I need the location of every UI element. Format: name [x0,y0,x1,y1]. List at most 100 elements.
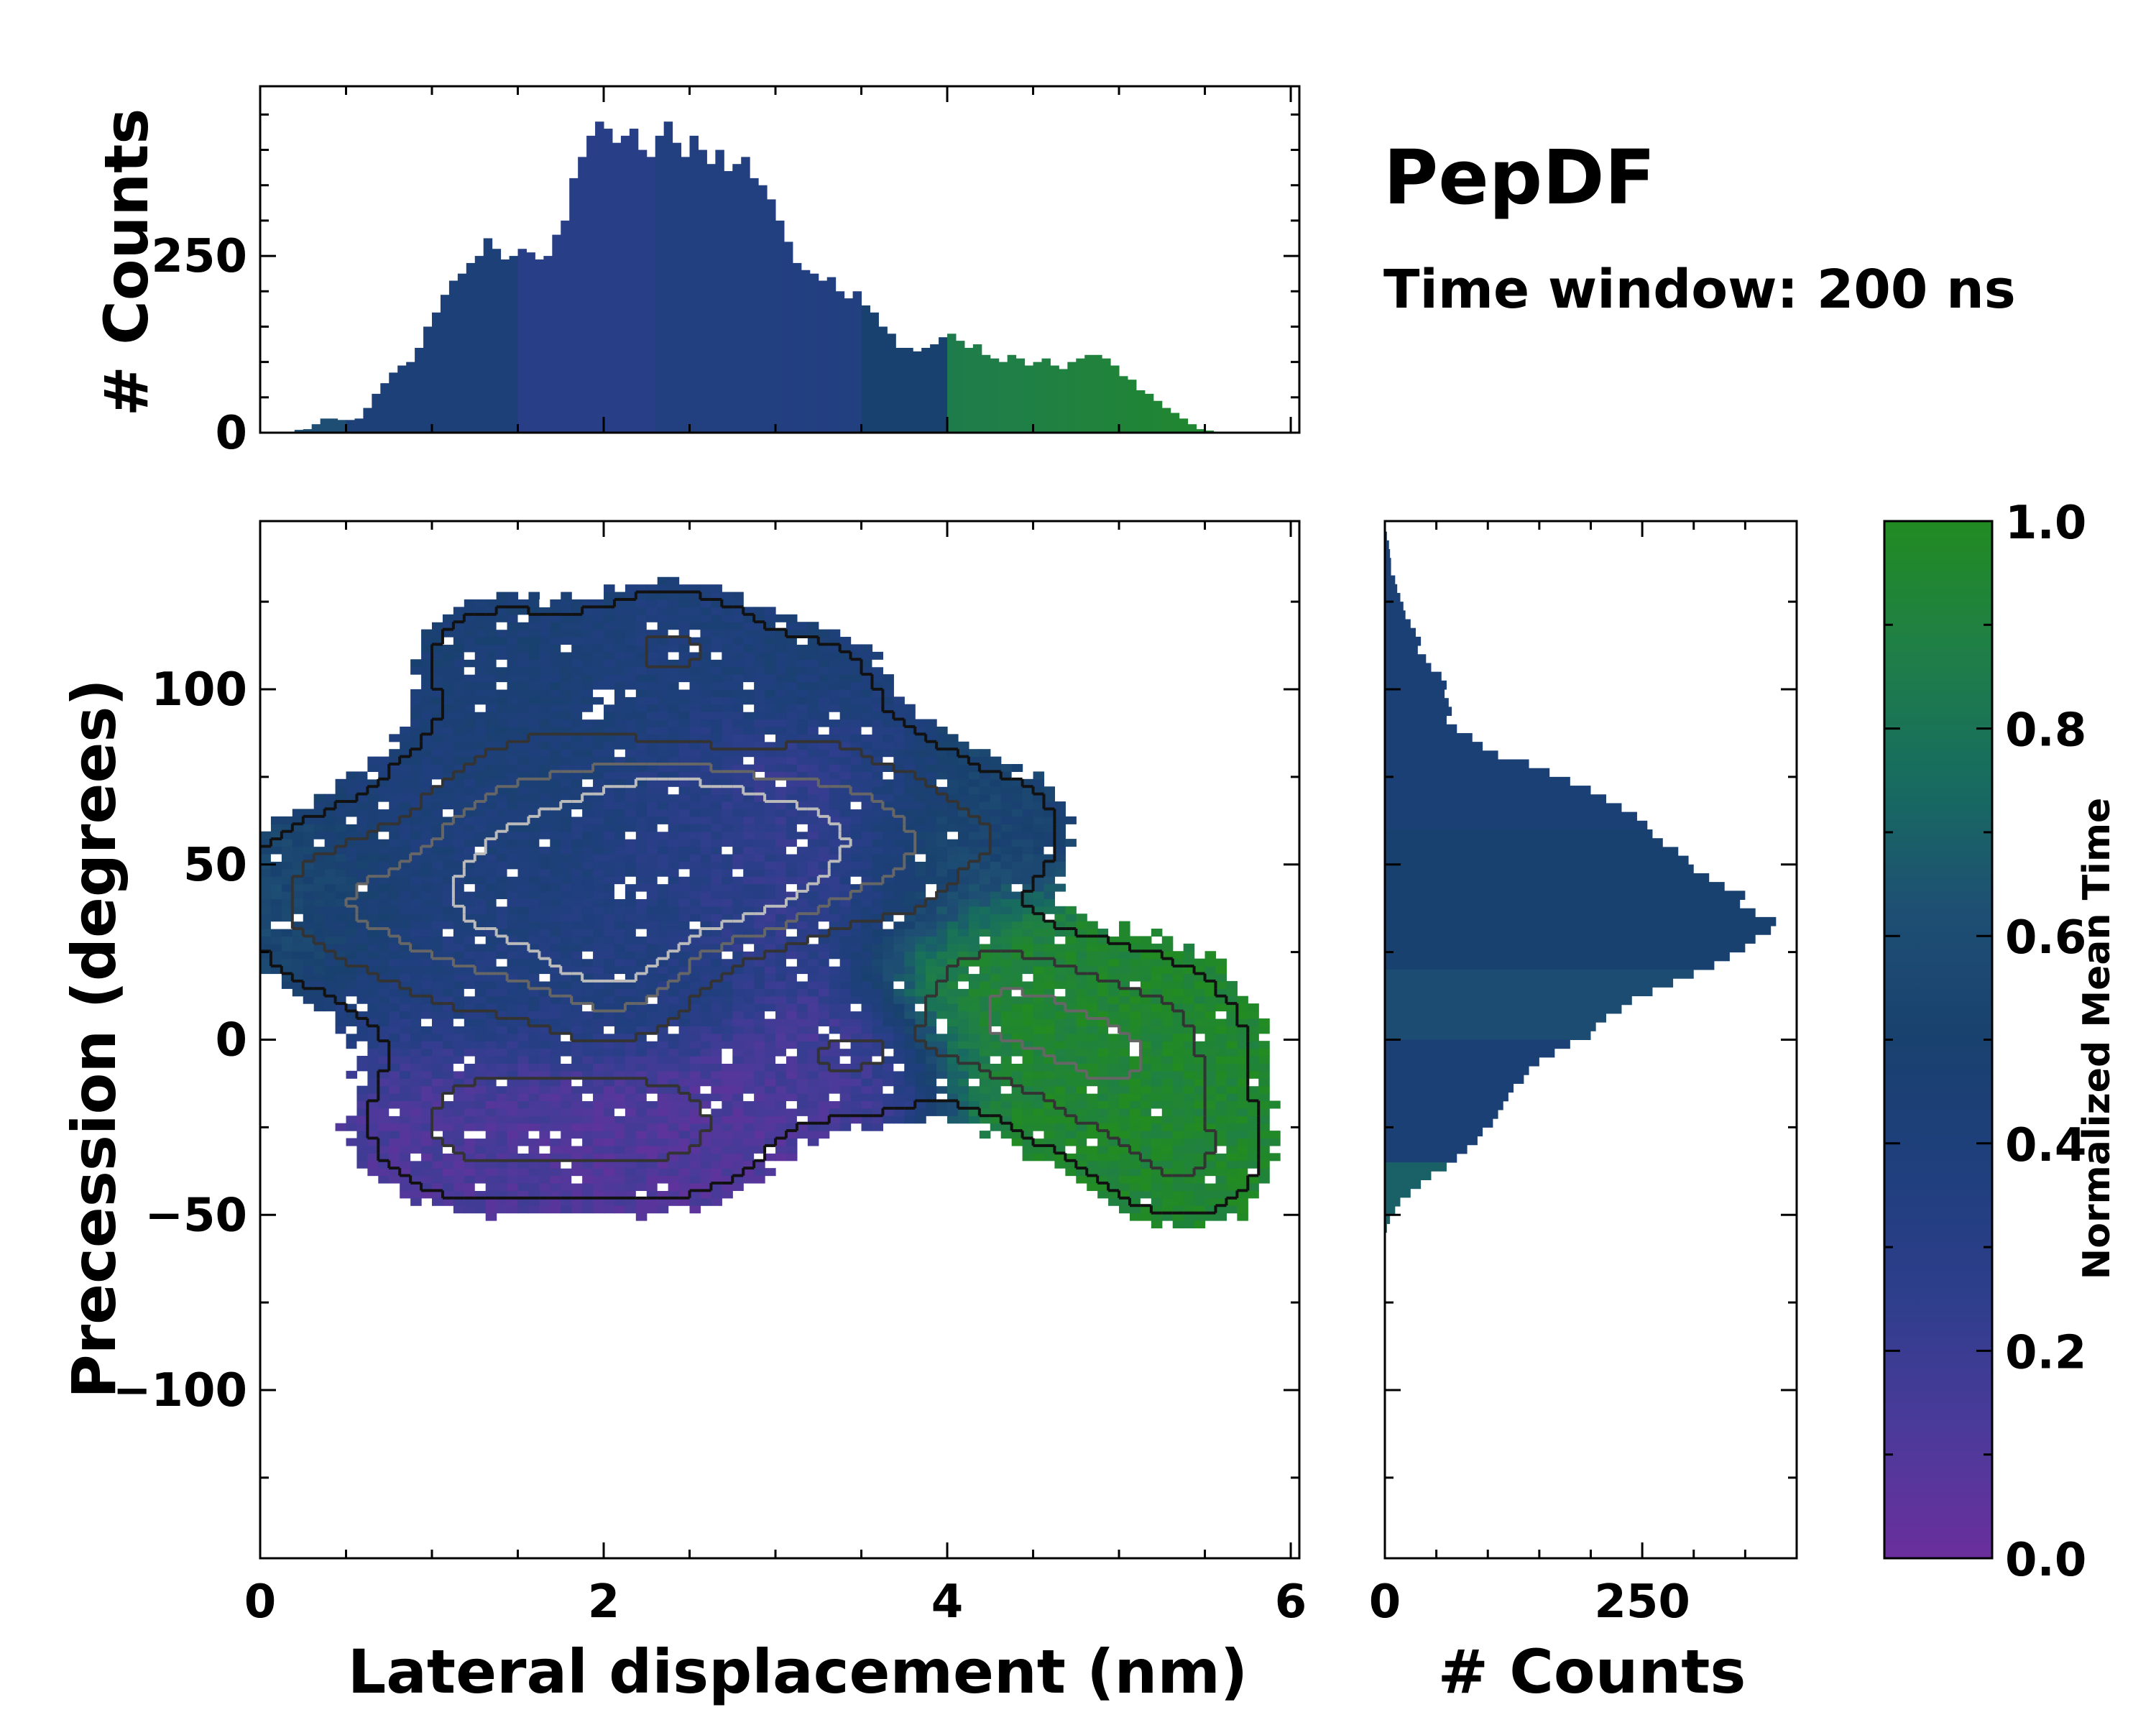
heatmap-bin [765,1116,776,1124]
heatmap-bin [1087,929,1098,937]
heatmap-bin [313,921,326,929]
heatmap-bin [561,704,572,712]
heatmap-bin [593,659,604,668]
heatmap-bin [453,1153,465,1162]
heatmap-bin [474,622,487,630]
heatmap-bin [765,749,776,758]
heatmap-bin [474,1070,487,1079]
heatmap-bin [722,831,733,840]
heatmap-bin [754,1116,765,1124]
heatmap-bin [1065,929,1077,937]
heatmap-bin [904,741,916,750]
heatmap-bin [1033,853,1045,862]
heatmap-bin [861,1011,873,1019]
heatmap-bin [947,1018,959,1026]
heatmap-bin [507,607,519,615]
heatmap-bin [883,1018,894,1026]
heatmap-bin [732,921,744,929]
heatmap-bin [796,719,808,727]
heatmap-bin [700,831,711,840]
heatmap-bin [1033,1070,1045,1079]
heatmap-bin [378,936,390,944]
heatmap-bin [872,1100,884,1109]
heatmap-bin [604,607,615,615]
heatmap-bin [1076,1078,1087,1087]
heatmap-bin [571,936,583,944]
heatmap-bin [668,801,680,810]
heatmap-bin [818,1063,830,1072]
heatmap-bin [668,958,680,967]
heatmap-bin [593,914,604,922]
heatmap-bin [936,1041,948,1049]
heatmap-bin [593,1197,604,1206]
heatmap-bin [743,778,755,787]
heatmap-bin [582,966,594,975]
heatmap-bin [485,943,497,952]
heatmap-bin [507,958,519,967]
heatmap-bin [711,1055,722,1064]
heatmap-bin [689,1160,701,1169]
heatmap-bin [260,898,272,907]
heatmap-bin [839,771,852,780]
heatmap-bin [786,719,798,727]
heatmap-bin [528,1048,540,1057]
heatmap-bin [796,1026,808,1034]
heatmap-bin [550,988,561,997]
heatmap-bin [754,689,765,697]
heatmap-bin [850,1100,862,1109]
heatmap-bin [872,696,884,705]
heatmap-bin [635,741,648,750]
heatmap-bin [786,771,798,780]
heatmap-bin [1033,771,1045,780]
heatmap-bin [689,607,701,615]
heatmap-bin [292,966,304,975]
heatmap-bin [872,906,884,914]
heatmap-bin [324,973,336,982]
heatmap-bin [539,719,550,727]
heatmap-bin [474,674,487,683]
heatmap-bin [324,936,336,944]
heatmap-bin [678,824,691,832]
heatmap-bin [400,1078,411,1087]
heatmap-bin [614,809,626,817]
heatmap-bin [1076,1041,1087,1049]
heatmap-bin [979,794,991,802]
heatmap-bin [421,883,433,892]
heatmap-bin [453,749,465,758]
heatmap-bin [668,914,680,922]
heatmap-bin [936,876,948,885]
heatmap-bin [678,614,691,622]
heatmap-bin [668,719,680,727]
heatmap-bin [421,936,433,944]
heatmap-bin [604,651,615,660]
heatmap-bin [421,1131,433,1139]
heatmap-bin [432,846,443,855]
heatmap-bin [689,674,701,683]
heatmap-bin [571,824,583,832]
heatmap-bin [883,689,894,697]
heatmap-bin [367,816,379,824]
heatmap-bin [850,973,862,982]
heatmap-bin [678,846,691,855]
heatmap-bin [775,951,787,960]
heatmap-bin [829,637,841,645]
heatmap-bin [861,1033,873,1041]
heatmap-bin [883,966,894,975]
heatmap-bin [947,883,959,892]
heatmap-bin [270,868,282,877]
heatmap-bin [474,666,487,675]
heatmap-bin [722,644,733,653]
heatmap-bin [496,846,508,855]
heatmap-bin [453,607,465,615]
heatmap-bin [796,958,808,967]
heatmap-bin [968,756,980,765]
heatmap-bin [829,696,841,705]
heatmap-bin [722,712,733,720]
heatmap-bin [807,794,819,802]
heatmap-bin [507,921,519,929]
heatmap-bin [711,883,722,892]
heatmap-bin [818,696,830,705]
heatmap-bin [818,1055,830,1064]
heatmap-bin [356,973,368,982]
heatmap-bin [1022,831,1034,840]
